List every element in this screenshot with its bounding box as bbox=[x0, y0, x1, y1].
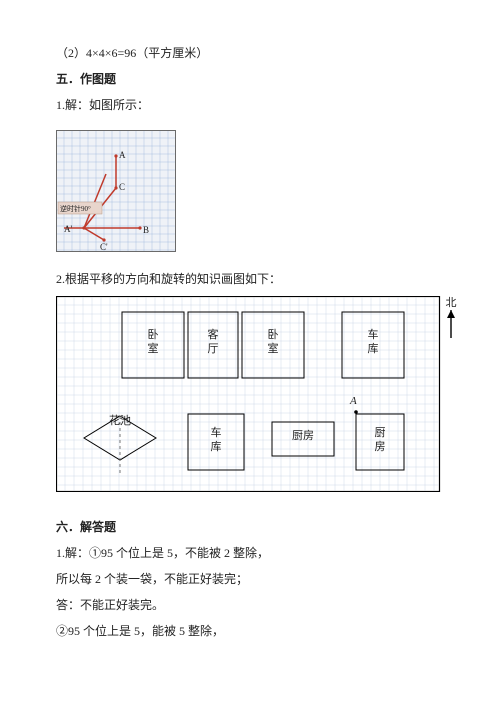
svg-text:C': C' bbox=[100, 242, 108, 252]
figure-2: 卧室客厅卧室车库车库厨房厨房花池A北 bbox=[56, 296, 452, 492]
svg-text:客: 客 bbox=[208, 327, 219, 341]
svg-text:厨房: 厨房 bbox=[292, 429, 314, 442]
svg-text:A: A bbox=[349, 395, 357, 407]
svg-text:花池: 花池 bbox=[109, 414, 131, 427]
section-6-line-2: 所以每 2 个装一袋，不能正好装完； bbox=[56, 566, 452, 592]
svg-text:车: 车 bbox=[211, 425, 222, 439]
figure-1: 逆时针90° A C B C' A' bbox=[56, 130, 452, 252]
figure-1-svg: 逆时针90° A C B C' A' bbox=[56, 130, 176, 252]
svg-text:卧: 卧 bbox=[148, 328, 159, 341]
svg-text:逆时针90°: 逆时针90° bbox=[60, 204, 91, 213]
section-5-heading: 五．作图题 bbox=[56, 66, 452, 92]
figure-2-svg: 卧室客厅卧室车库车库厨房厨房花池A北 bbox=[56, 296, 466, 492]
section-6-line-1: 1.解：①95 个位上是 5，不能被 2 整除， bbox=[56, 540, 452, 566]
svg-text:车: 车 bbox=[368, 327, 379, 341]
svg-text:室: 室 bbox=[148, 341, 159, 355]
svg-text:A: A bbox=[119, 150, 126, 160]
svg-text:室: 室 bbox=[268, 341, 279, 355]
svg-text:库: 库 bbox=[211, 440, 222, 453]
section-6-heading: 六．解答题 bbox=[56, 514, 452, 540]
section-6-line-4: ②95 个位上是 5，能被 5 整除， bbox=[56, 618, 452, 644]
svg-text:厅: 厅 bbox=[208, 343, 219, 355]
svg-text:厨: 厨 bbox=[375, 426, 386, 439]
svg-text:C: C bbox=[119, 182, 125, 192]
section-6-line-3: 答：不能正好装完。 bbox=[56, 592, 452, 618]
svg-text:库: 库 bbox=[368, 342, 379, 355]
svg-text:B: B bbox=[143, 225, 149, 235]
section-5-item-2: 2.根据平移的方向和旋转的知识画图如下： bbox=[56, 266, 452, 292]
svg-text:卧: 卧 bbox=[268, 328, 279, 341]
page: （2）4×4×6=96（平方厘米） 五．作图题 1.解：如图所示： 逆时针90°… bbox=[0, 0, 500, 644]
svg-text:北: 北 bbox=[446, 296, 457, 309]
svg-text:房: 房 bbox=[375, 440, 386, 453]
section-5-item-1: 1.解：如图所示： bbox=[56, 92, 452, 118]
svg-text:A': A' bbox=[64, 224, 72, 234]
eq-line: （2）4×4×6=96（平方厘米） bbox=[56, 40, 452, 66]
